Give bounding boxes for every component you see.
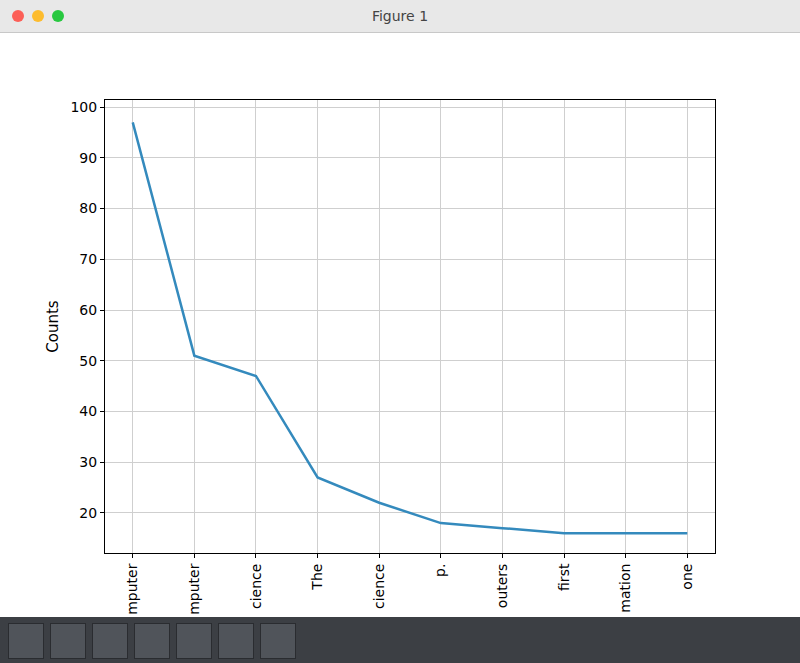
svg-text:p.: p. — [432, 564, 448, 577]
svg-text:60: 60 — [79, 302, 97, 318]
svg-text:mation: mation — [617, 564, 633, 613]
svg-text:The: The — [309, 564, 325, 591]
svg-text:30: 30 — [79, 454, 97, 470]
svg-text:40: 40 — [79, 403, 97, 419]
svg-text:outers: outers — [494, 564, 510, 609]
svg-text:100: 100 — [70, 99, 97, 115]
svg-text:50: 50 — [79, 353, 97, 369]
svg-text:mputer: mputer — [186, 563, 202, 615]
svg-text:one: one — [679, 564, 695, 590]
svg-text:mputer: mputer — [124, 563, 140, 615]
svg-text:90: 90 — [79, 150, 97, 166]
svg-text:80: 80 — [79, 200, 97, 216]
svg-text:20: 20 — [79, 505, 97, 521]
svg-text:70: 70 — [79, 251, 97, 267]
svg-text:Counts: Counts — [44, 300, 62, 353]
svg-text:first: first — [556, 563, 572, 591]
svg-text:cience: cience — [248, 564, 264, 609]
svg-text:cience: cience — [371, 564, 387, 609]
html-text:Figure 1: Figure 1 — [371, 8, 428, 24]
